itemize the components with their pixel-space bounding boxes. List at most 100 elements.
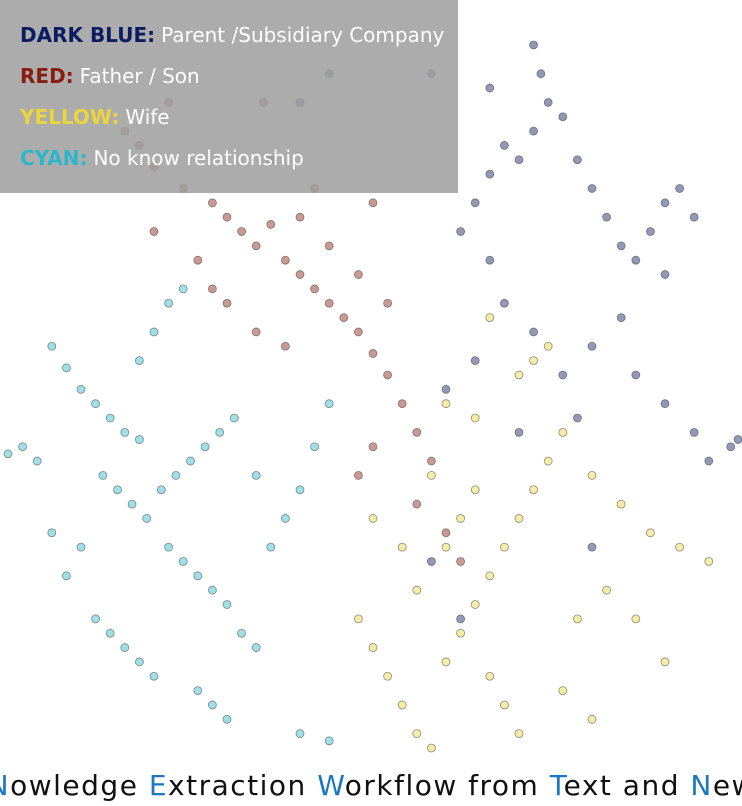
point (412, 499, 422, 509)
point (499, 298, 509, 308)
point (529, 126, 538, 136)
point (134, 657, 144, 667)
point (91, 614, 100, 624)
point (485, 671, 495, 681)
point (426, 743, 436, 753)
point (631, 370, 641, 380)
point (324, 241, 334, 251)
point (485, 571, 495, 581)
point (32, 456, 42, 466)
point (280, 514, 290, 523)
point (134, 356, 144, 366)
footer-part: N (690, 769, 712, 802)
point (353, 270, 363, 279)
legend: DARK BLUE: Parent /Subsidiary Company RED:… (19, 23, 445, 170)
point (529, 356, 538, 366)
point (178, 557, 188, 566)
point (441, 657, 451, 667)
point (573, 155, 582, 165)
footer-part: N (0, 769, 10, 802)
point (726, 442, 736, 452)
point (368, 643, 378, 652)
point (514, 514, 524, 523)
legend-key: RED: (20, 64, 74, 88)
point (368, 198, 378, 208)
point (310, 442, 320, 452)
point (499, 700, 509, 710)
point (142, 514, 152, 523)
point (529, 327, 538, 337)
point (514, 729, 524, 739)
point (193, 686, 203, 696)
point (441, 399, 451, 409)
point (149, 227, 159, 236)
point (558, 112, 568, 122)
point (295, 485, 305, 495)
point (222, 600, 232, 609)
point (514, 155, 524, 165)
point (251, 471, 261, 480)
point (646, 227, 655, 236)
legend-label: Wife (125, 105, 169, 129)
point (602, 212, 611, 222)
point (47, 341, 57, 351)
point (295, 270, 305, 279)
footer-part: xtraction (168, 769, 317, 802)
point (266, 542, 276, 552)
point (470, 198, 480, 208)
point (426, 471, 436, 480)
point (602, 585, 611, 595)
footer-part: orkflow from (345, 769, 550, 802)
point (397, 542, 407, 552)
point (470, 356, 480, 366)
point (485, 255, 495, 265)
point (383, 370, 393, 380)
point (156, 485, 166, 495)
point (456, 614, 466, 624)
point (222, 298, 232, 308)
point (704, 456, 714, 466)
point (295, 729, 305, 739)
point (660, 399, 670, 409)
legend-entry: DARK BLUE: Parent /Subsidiary Company (20, 23, 445, 47)
point (660, 270, 670, 279)
point (426, 557, 436, 566)
point (237, 628, 247, 638)
point (558, 370, 568, 380)
legend-label: Father / Son (80, 64, 200, 88)
point (280, 341, 290, 351)
plot-area (3, 40, 742, 753)
point (105, 628, 115, 638)
footer-part: ext and (564, 769, 691, 802)
point (499, 542, 509, 552)
point (62, 363, 71, 373)
point (171, 471, 181, 480)
point (178, 284, 188, 294)
point (660, 657, 670, 667)
point (456, 557, 466, 566)
footer-part: ews (713, 769, 742, 802)
point (149, 327, 159, 337)
point (485, 83, 495, 93)
point (266, 219, 276, 229)
point (76, 542, 86, 552)
point (222, 212, 232, 222)
point (456, 227, 466, 236)
point (207, 284, 217, 294)
point (251, 327, 261, 337)
point (558, 427, 568, 437)
point (353, 471, 363, 480)
footer-part: W (317, 769, 345, 802)
point (47, 528, 57, 538)
point (536, 69, 546, 79)
point (616, 241, 626, 251)
point (149, 671, 159, 681)
point (543, 456, 553, 466)
point (280, 255, 290, 265)
point (324, 298, 334, 308)
point (558, 686, 568, 696)
point (383, 671, 393, 681)
point (587, 184, 597, 193)
legend-label: No know relationship (93, 146, 303, 170)
